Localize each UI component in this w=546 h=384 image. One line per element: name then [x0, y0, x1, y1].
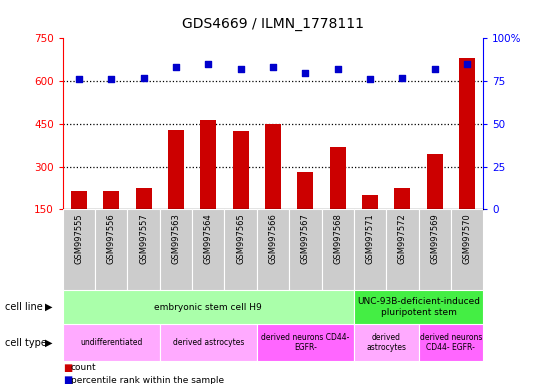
Bar [419, 209, 451, 290]
Text: ■: ■ [63, 375, 72, 384]
Bar [257, 324, 354, 361]
Point [75, 76, 84, 83]
Text: GSM997571: GSM997571 [365, 214, 375, 264]
Point [366, 76, 375, 83]
Text: UNC-93B-deficient-induced
pluripotent stem: UNC-93B-deficient-induced pluripotent st… [357, 298, 480, 317]
Text: derived astrocytes: derived astrocytes [173, 338, 244, 347]
Bar [127, 209, 160, 290]
Point [171, 65, 180, 71]
Point [462, 61, 471, 67]
Bar [63, 290, 354, 324]
Bar [63, 209, 95, 290]
Bar [459, 58, 475, 252]
Text: GSM997565: GSM997565 [236, 214, 245, 264]
Point [333, 66, 342, 72]
Text: GSM997572: GSM997572 [398, 214, 407, 264]
Bar [192, 209, 224, 290]
Bar [354, 324, 419, 361]
Text: GSM997563: GSM997563 [171, 214, 181, 264]
Bar [426, 154, 443, 252]
Text: count: count [71, 363, 97, 372]
Point [139, 74, 148, 81]
Text: cell type: cell type [5, 338, 48, 348]
Text: ▶: ▶ [45, 302, 52, 312]
Bar [297, 172, 313, 252]
Bar [394, 188, 411, 252]
Text: GSM997566: GSM997566 [269, 214, 277, 264]
Bar [362, 195, 378, 252]
Text: GSM997564: GSM997564 [204, 214, 213, 264]
Bar [71, 191, 87, 252]
Bar [451, 209, 483, 290]
Text: cell line: cell line [5, 302, 43, 312]
Bar [386, 209, 419, 290]
Point [301, 70, 310, 76]
Bar [354, 209, 386, 290]
Bar [322, 209, 354, 290]
Point [236, 66, 245, 72]
Text: GSM997557: GSM997557 [139, 214, 148, 264]
Text: GSM997567: GSM997567 [301, 214, 310, 264]
Text: GDS4669 / ILMN_1778111: GDS4669 / ILMN_1778111 [182, 17, 364, 31]
Bar [200, 119, 216, 252]
Text: ■: ■ [63, 363, 72, 373]
Bar [135, 188, 152, 252]
Text: derived neurons
CD44- EGFR-: derived neurons CD44- EGFR- [420, 333, 482, 353]
Text: derived neurons CD44-
EGFR-: derived neurons CD44- EGFR- [261, 333, 349, 353]
Bar [265, 124, 281, 252]
Text: GSM997568: GSM997568 [333, 214, 342, 264]
Text: undifferentiated: undifferentiated [80, 338, 143, 347]
Text: derived
astrocytes: derived astrocytes [366, 333, 406, 353]
Point [398, 74, 407, 81]
Bar [103, 191, 120, 252]
Bar [63, 324, 160, 361]
Bar [224, 209, 257, 290]
Bar [233, 131, 249, 252]
Text: percentile rank within the sample: percentile rank within the sample [71, 376, 224, 384]
Text: GSM997556: GSM997556 [107, 214, 116, 264]
Bar [330, 147, 346, 252]
Text: embryonic stem cell H9: embryonic stem cell H9 [155, 303, 262, 312]
Bar [168, 129, 184, 252]
Text: GSM997569: GSM997569 [430, 214, 439, 264]
Bar [419, 324, 483, 361]
Text: GSM997570: GSM997570 [462, 214, 472, 264]
Text: GSM997555: GSM997555 [74, 214, 84, 264]
Bar [160, 209, 192, 290]
Point [107, 76, 116, 83]
Text: ▶: ▶ [45, 338, 52, 348]
Bar [160, 324, 257, 361]
Point [269, 65, 277, 71]
Point [204, 61, 213, 67]
Bar [95, 209, 127, 290]
Point [430, 66, 439, 72]
Bar [257, 209, 289, 290]
Bar [289, 209, 322, 290]
Bar [354, 290, 483, 324]
